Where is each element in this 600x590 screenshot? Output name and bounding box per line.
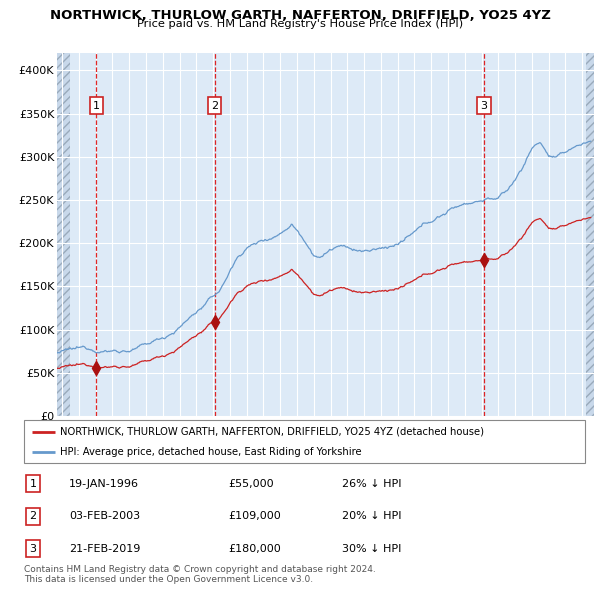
Bar [586, 53, 594, 416]
Text: 19-JAN-1996: 19-JAN-1996 [69, 479, 139, 489]
Text: 30% ↓ HPI: 30% ↓ HPI [342, 544, 401, 553]
Text: Price paid vs. HM Land Registry's House Price Index (HPI): Price paid vs. HM Land Registry's House … [137, 19, 463, 30]
Text: 1: 1 [29, 479, 37, 489]
Text: Contains HM Land Registry data © Crown copyright and database right 2024.
This d: Contains HM Land Registry data © Crown c… [24, 565, 376, 584]
Text: 1: 1 [93, 101, 100, 111]
Text: 26% ↓ HPI: 26% ↓ HPI [342, 479, 401, 489]
Text: £109,000: £109,000 [228, 512, 281, 521]
Text: 2: 2 [29, 512, 37, 521]
Text: NORTHWICK, THURLOW GARTH, NAFFERTON, DRIFFIELD, YO25 4YZ (detached house): NORTHWICK, THURLOW GARTH, NAFFERTON, DRI… [61, 427, 484, 437]
Text: NORTHWICK, THURLOW GARTH, NAFFERTON, DRIFFIELD, YO25 4YZ: NORTHWICK, THURLOW GARTH, NAFFERTON, DRI… [50, 9, 550, 22]
FancyBboxPatch shape [24, 420, 585, 463]
Text: £180,000: £180,000 [228, 544, 281, 553]
Bar [57, 53, 70, 416]
Text: 3: 3 [29, 544, 37, 553]
Text: 2: 2 [211, 101, 218, 111]
Text: HPI: Average price, detached house, East Riding of Yorkshire: HPI: Average price, detached house, East… [61, 447, 362, 457]
Text: 03-FEB-2003: 03-FEB-2003 [69, 512, 140, 521]
Text: £55,000: £55,000 [228, 479, 274, 489]
Text: 3: 3 [480, 101, 487, 111]
Text: 21-FEB-2019: 21-FEB-2019 [69, 544, 140, 553]
Text: 20% ↓ HPI: 20% ↓ HPI [342, 512, 401, 521]
